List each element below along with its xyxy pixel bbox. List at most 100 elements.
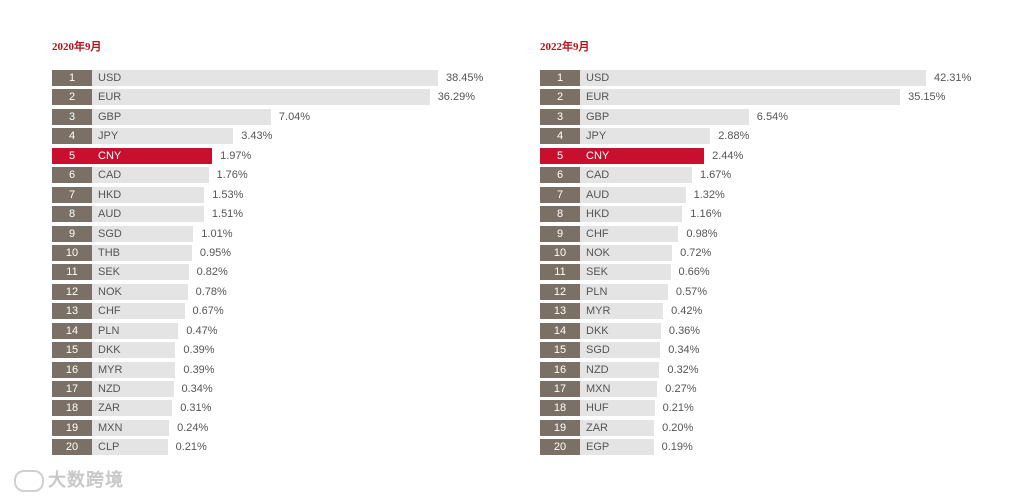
value-label: 0.78%	[195, 285, 227, 298]
currency-code: CAD	[586, 169, 610, 182]
currency-code: CLP	[98, 441, 120, 454]
currency-code: USD	[98, 72, 122, 84]
bar-row-zar: 18 ZAR 0.31%	[52, 400, 512, 417]
currency-code: DKK	[98, 344, 121, 357]
value-label: 0.39%	[183, 344, 215, 357]
bar-row-usd: 1 USD 38.45%	[52, 70, 512, 86]
currency-code: MYR	[586, 305, 611, 318]
currency-code: AUD	[98, 208, 122, 221]
currency-code: CAD	[98, 169, 122, 182]
currency-code: SGD	[98, 227, 122, 240]
value-label: 0.72%	[680, 246, 712, 259]
chart-panel-2022: 2022年9月 1 USD 42.31% 2 EUR 35.15% 3 GBP 6.54% 4 JP…	[540, 38, 1000, 459]
value-label: 0.32%	[667, 363, 699, 376]
rank-badge: 2	[540, 89, 580, 106]
currency-code: JPY	[98, 130, 119, 143]
bar-row-sgd: 9 SGD 1.01%	[52, 225, 512, 242]
bar	[540, 147, 705, 164]
chart-title: 2020年9月	[52, 41, 102, 53]
currency-code: THB	[98, 246, 120, 259]
currency-code: GBP	[98, 110, 122, 123]
bar	[540, 128, 711, 145]
bar-list: 1 USD 38.45% 2 EUR 36.29% 3 GBP 7.04% 4 JPY 3.43% 5 C…	[52, 70, 512, 456]
currency-code: CHF	[586, 227, 609, 240]
bar-row-sek: 11 SEK 0.66%	[540, 264, 1000, 281]
bar	[52, 108, 271, 125]
value-label: 38.45%	[446, 72, 484, 84]
watermark-logo: 大数跨境	[14, 466, 124, 493]
value-label: 0.66%	[678, 266, 710, 279]
value-label: 0.31%	[180, 402, 212, 415]
value-label: 0.39%	[183, 363, 215, 376]
value-label: 0.95%	[199, 246, 232, 259]
bar-row-pln: 14 PLN 0.47%	[52, 322, 512, 339]
rank-badge: 9	[52, 225, 92, 242]
currency-code: EGP	[586, 441, 610, 454]
value-label: 0.82%	[196, 266, 228, 279]
watermark-text: 大数跨境	[48, 470, 124, 490]
rank-badge: 11	[52, 264, 92, 281]
rank-badge: 17	[540, 381, 580, 397]
chart-title: 2022年9月	[540, 41, 590, 53]
value-label: 1.97%	[220, 149, 252, 162]
rank-badge: 2	[52, 89, 92, 106]
rank-badge: 6	[52, 167, 92, 184]
value-label: 0.34%	[181, 383, 213, 395]
value-label: 3.43%	[241, 130, 273, 143]
currency-code: SGD	[586, 344, 610, 357]
value-label: 36.29%	[437, 91, 475, 104]
bar-row-gbp: 3 GBP 6.54%	[540, 108, 1000, 125]
bar-row-egp: 20 EGP 0.19%	[540, 439, 1000, 456]
rank-badge: 13	[540, 303, 580, 320]
bar-row-hkd: 7 HKD 1.53%	[52, 186, 512, 203]
currency-code: JPY	[586, 130, 607, 143]
rank-badge: 19	[540, 419, 580, 436]
currency-code: SEK	[586, 266, 609, 279]
rank-badge: 19	[52, 419, 92, 436]
bar-row-nok: 10 NOK 0.72%	[540, 244, 1000, 261]
rank-badge: 15	[52, 342, 92, 359]
currency-code: GBP	[586, 110, 610, 123]
value-label: 1.67%	[700, 169, 732, 182]
rank-badge: 14	[540, 322, 580, 339]
currency-code: HUF	[586, 402, 609, 415]
value-label: 0.42%	[671, 305, 703, 318]
currency-code: MYR	[98, 363, 123, 376]
bar-row-dkk: 14 DKK 0.36%	[540, 322, 1000, 339]
bar-row-sek: 11 SEK 0.82%	[52, 264, 512, 281]
rank-badge: 5	[540, 147, 580, 164]
value-label: 0.47%	[186, 324, 218, 337]
bar-row-thb: 10 THB 0.95%	[52, 244, 512, 261]
rank-badge: 3	[540, 108, 580, 125]
currency-code: MXN	[586, 383, 611, 395]
rank-badge: 10	[52, 244, 92, 261]
bar-row-gbp: 3 GBP 7.04%	[52, 108, 512, 125]
rank-badge: 18	[52, 400, 92, 417]
currency-code: CNY	[586, 149, 610, 162]
currency-code: NZD	[586, 363, 609, 376]
currency-code: CHF	[98, 305, 121, 318]
value-label: 0.21%	[662, 402, 694, 415]
value-label: 0.19%	[661, 441, 693, 454]
value-label: 1.01%	[201, 227, 233, 240]
bar-row-cad: 6 CAD 1.76%	[52, 167, 512, 184]
bar-row-eur: 2 EUR 36.29%	[52, 89, 512, 106]
bar	[540, 108, 749, 125]
rank-badge: 8	[540, 206, 580, 223]
bar-row-nzd: 17 NZD 0.34%	[52, 381, 512, 397]
bar-row-nok: 12 NOK 0.78%	[52, 283, 512, 300]
rank-badge: 13	[52, 303, 92, 320]
rank-badge: 7	[52, 186, 92, 203]
rank-badge: 16	[540, 361, 580, 378]
currency-code: USD	[586, 72, 610, 84]
rank-badge: 18	[540, 400, 580, 417]
value-label: 0.57%	[675, 285, 708, 298]
value-label: 6.54%	[756, 110, 788, 123]
rank-badge: 12	[52, 283, 92, 300]
rank-badge: 6	[540, 167, 580, 184]
currency-code: EUR	[586, 91, 610, 104]
currency-code: PLN	[98, 324, 120, 337]
value-label: 0.67%	[192, 305, 224, 318]
bar-row-myr: 13 MYR 0.42%	[540, 303, 1000, 320]
bar-row-sgd: 15 SGD 0.34%	[540, 342, 1000, 359]
